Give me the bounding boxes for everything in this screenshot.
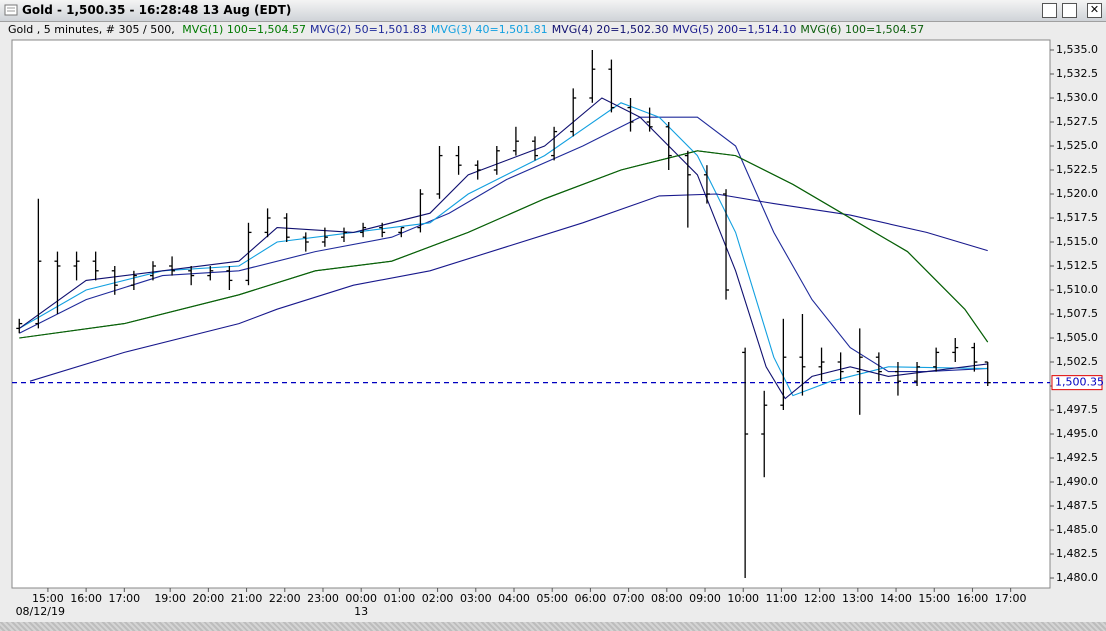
x-tick-label: 17:00 [995, 592, 1027, 605]
y-tick-label: 1,517.5 [1056, 211, 1098, 224]
x-tick-label: 22:00 [269, 592, 301, 605]
x-tick-label: 16:00 [70, 592, 102, 605]
x-tick-label: 15:00 [32, 592, 64, 605]
x-tick-label: 16:00 [957, 592, 989, 605]
x-tick-label: 15:00 [918, 592, 950, 605]
window-icon [4, 4, 18, 16]
x-tick-label: 10:00 [727, 592, 759, 605]
y-tick-label: 1,532.5 [1056, 67, 1098, 80]
y-tick-label: 1,515.0 [1056, 235, 1098, 248]
x-tick-label: 19:00 [154, 592, 186, 605]
y-tick-label: 1,492.5 [1056, 451, 1098, 464]
x-tick-label: 11:00 [766, 592, 798, 605]
plot-area [11, 39, 1051, 589]
moving-average-line [18, 97, 988, 400]
legend-entry: MVG(2) 50=1,501.83 [310, 23, 427, 36]
y-tick-label: 1,485.0 [1056, 523, 1098, 536]
legend-entry: MVG(3) 40=1,501.81 [430, 23, 548, 36]
y-tick-label: 1,507.5 [1056, 307, 1098, 320]
y-tick-label: 1,512.5 [1056, 259, 1098, 272]
chart-info: Gold , 5 minutes, # 305 / 500, [8, 23, 175, 36]
x-tick-label: 07:00 [613, 592, 645, 605]
y-tick-label: 1,490.0 [1056, 475, 1098, 488]
x-tick-label: 14:00 [880, 592, 912, 605]
y-tick-label: 1,527.5 [1056, 115, 1098, 128]
x-tick-label: 23:00 [307, 592, 339, 605]
plot-layer [12, 49, 1050, 579]
window-title: Gold - 1,500.35 - 16:28:48 13 Aug (EDT) [22, 3, 292, 17]
x-tick-label: 04:00 [498, 592, 530, 605]
x-tick-label: 12:00 [804, 592, 836, 605]
y-tick-label: 1,522.5 [1056, 163, 1098, 176]
x-tick-label: 00:00 [345, 592, 377, 605]
y-tick-label: 1,525.0 [1056, 139, 1098, 152]
legend-entry: MVG(6) 100=1,504.57 [800, 23, 925, 36]
x-tick-label: 06:00 [575, 592, 607, 605]
info-line: Gold , 5 minutes, # 305 / 500, MVG(1) 10… [8, 23, 928, 36]
y-tick-label: 1,530.0 [1056, 91, 1098, 104]
y-tick-label: 1,510.0 [1056, 283, 1098, 296]
legend-entry: MVG(5) 200=1,514.10 [672, 23, 797, 36]
x-tick-label: 02:00 [422, 592, 454, 605]
y-tick-label: 1,497.5 [1056, 403, 1098, 416]
y-tick-label: 1,520.0 [1056, 187, 1098, 200]
x-tick-label: 03:00 [460, 592, 492, 605]
x-tick-label: 13:00 [842, 592, 874, 605]
date-label: 08/12/19 [16, 605, 65, 618]
y-tick-label: 1,505.0 [1056, 331, 1098, 344]
x-tick-label: 20:00 [193, 592, 225, 605]
x-tick-label: 09:00 [689, 592, 721, 605]
maximize-button[interactable] [1062, 3, 1077, 18]
moving-average-line [19, 102, 988, 397]
y-tick-label: 1,502.5 [1056, 355, 1098, 368]
minimize-button[interactable] [1042, 3, 1057, 18]
x-tick-label: 05:00 [536, 592, 568, 605]
y-tick-label: 1,482.5 [1056, 547, 1098, 560]
y-tick-label: 1,487.5 [1056, 499, 1098, 512]
last-price-box [1051, 375, 1103, 391]
moving-average-line [19, 116, 988, 373]
scrollbar[interactable] [0, 622, 1106, 631]
date-label: 13 [354, 605, 368, 618]
x-tick-label: 08:00 [651, 592, 683, 605]
x-tick-label: 21:00 [231, 592, 263, 605]
x-tick-label: 17:00 [108, 592, 140, 605]
x-tick-label: 01:00 [384, 592, 416, 605]
y-tick-label: 1,495.0 [1056, 427, 1098, 440]
last-price-label: 1,500.35 [1055, 376, 1104, 389]
close-button[interactable]: ✕ [1087, 3, 1102, 18]
moving-average-line [19, 150, 989, 343]
legend-entry: MVG(1) 100=1,504.57 [182, 23, 307, 36]
legend-entry: MVG(4) 20=1,502.30 [551, 23, 669, 36]
title-bar: Gold - 1,500.35 - 16:28:48 13 Aug (EDT) … [0, 0, 1106, 22]
y-tick-label: 1,535.0 [1056, 43, 1098, 56]
moving-average-line [29, 193, 988, 382]
y-tick-label: 1,480.0 [1056, 571, 1098, 584]
